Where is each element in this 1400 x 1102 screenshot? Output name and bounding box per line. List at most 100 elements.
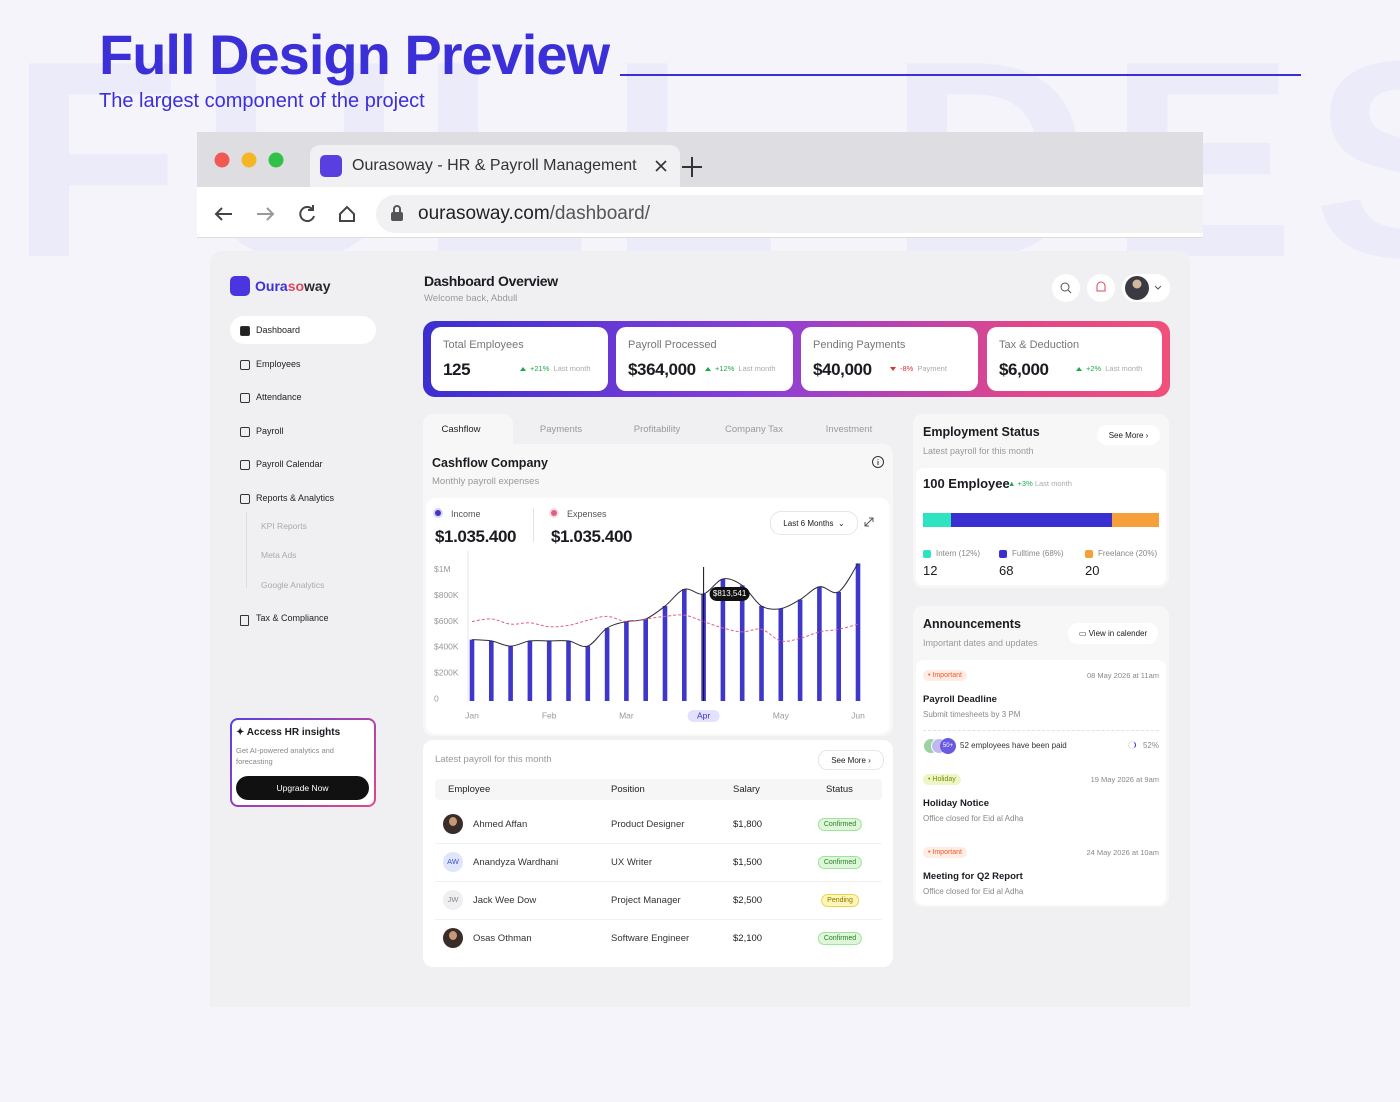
bar (489, 640, 494, 701)
status-pill: Confirmed (817, 818, 863, 831)
nav-icon (240, 615, 249, 626)
max-dot[interactable] (268, 152, 284, 168)
table-header (435, 779, 882, 800)
legend-dot (999, 550, 1007, 558)
notification-button[interactable] (1087, 274, 1115, 302)
status-pill: Confirmed (817, 932, 863, 945)
subnav-item[interactable]: Google Analytics (261, 580, 325, 590)
subnav-item[interactable]: Meta Ads (261, 550, 297, 560)
chart-card (426, 498, 890, 734)
tag: • Holiday (923, 774, 961, 785)
nav-item[interactable]: Payroll (256, 425, 284, 436)
row-divider (435, 919, 882, 920)
tag-label: Important (932, 849, 962, 856)
calendar-button[interactable]: ▭ View in calender (1068, 623, 1158, 644)
tab[interactable]: Payments (539, 424, 583, 435)
tag-label: Important (932, 672, 962, 679)
nav-icon (240, 494, 250, 504)
bar (469, 639, 475, 701)
announcement-title: Payroll Deadline (923, 694, 997, 705)
nav-item[interactable]: Payroll Calendar (256, 458, 323, 469)
lock (391, 205, 403, 221)
x-tick-label: Jan (465, 710, 479, 720)
nav-item[interactable]: Tax & Compliance (256, 613, 329, 623)
employee-name: Jack Wee Dow (473, 894, 537, 906)
tab[interactable]: Company Tax (725, 424, 783, 435)
subnav-item[interactable]: KPI Reports (261, 521, 307, 531)
search-button[interactable] (1052, 274, 1080, 302)
range-select[interactable]: Last 6 Months ⌄ (770, 511, 858, 535)
payroll-card (423, 740, 893, 967)
stat-label: Tax & Deduction (999, 339, 1080, 351)
home[interactable] (339, 205, 355, 222)
nav-icon (240, 427, 250, 437)
employment-see-more[interactable]: See More › (1097, 425, 1160, 445)
stat-card (616, 327, 793, 391)
bar (546, 640, 552, 701)
stat-value: $6,000 (999, 360, 1049, 379)
change-note: Payment (917, 364, 947, 373)
x-tick-label: Jun (851, 710, 865, 720)
salary: $2,100 (733, 932, 763, 944)
change-note: Last month (1034, 479, 1072, 488)
url-field[interactable] (376, 195, 1203, 233)
nav-item[interactable]: Reports & Analytics (256, 492, 335, 503)
employment-total: 100 Employee (923, 476, 1010, 491)
progress-ring (1128, 741, 1136, 749)
payroll-see-more[interactable]: See More › (818, 750, 884, 770)
progress-text: 52 employees have been paid (960, 741, 1067, 750)
min-dot[interactable] (241, 152, 257, 168)
reload[interactable] (299, 205, 315, 223)
change-note: Last month (553, 364, 591, 373)
employment-segment (951, 513, 1112, 527)
bar (585, 646, 591, 701)
tab[interactable]: Cashflow (441, 424, 481, 435)
stat-change: +21% Last month (520, 365, 591, 373)
tab[interactable]: Profitability (633, 424, 681, 435)
legend-total: $1.035.400 (435, 527, 517, 546)
x-tick-label: Feb (542, 710, 557, 720)
browser-icons (214, 152, 284, 168)
url-path: /dashboard/ (549, 203, 651, 224)
employment-count: 68 (999, 563, 1014, 578)
trend-arrow (520, 366, 526, 371)
nav-icon (240, 460, 250, 470)
stat-value: 125 (443, 360, 471, 379)
upgrade-button[interactable]: Upgrade Now (236, 776, 369, 800)
nav-item[interactable]: Attendance (256, 391, 302, 402)
nav-icon (240, 393, 250, 403)
status-pill: Pending (821, 894, 859, 907)
date: 24 May 2026 at 10am (1086, 848, 1159, 857)
y-tick-label: 0 (434, 693, 439, 703)
legend-total: $1.035.400 (551, 527, 633, 546)
nav-icon (240, 326, 250, 336)
y-tick-label: $800K (434, 590, 459, 600)
legend-dot (435, 510, 441, 516)
nav-item[interactable]: Dashboard (256, 324, 301, 335)
employment-change: ▲ +3% Last month (1008, 479, 1072, 488)
nav-item[interactable]: Employees (256, 358, 301, 369)
cashflow-subtitle: Monthly payroll expenses (432, 476, 540, 487)
position: Project Manager (611, 894, 681, 906)
tab-icon (320, 155, 342, 177)
new-tab[interactable] (682, 157, 702, 177)
expand-icon[interactable] (862, 515, 876, 529)
tab-close[interactable] (655, 160, 667, 172)
employee-name: Ahmed Affan (473, 818, 528, 830)
back[interactable] (214, 207, 232, 221)
bar (566, 640, 571, 701)
cashflow-chart: 0 $200K $400K $600K $800K $1M Jan Feb Mar Apr May J… (434, 551, 865, 722)
employment-segment (1111, 513, 1159, 527)
forward[interactable] (257, 207, 275, 221)
stat-label: Payroll Processed (628, 339, 717, 351)
tab[interactable]: Investment (825, 424, 873, 435)
tag: • Important (923, 847, 967, 858)
announcement-text: Office closed for Eid al Adha (923, 887, 1024, 896)
close-dot[interactable] (214, 152, 230, 168)
column-header: Position (611, 784, 645, 795)
info-icon[interactable] (871, 455, 885, 469)
bar (527, 640, 533, 701)
trend-arrow (890, 366, 896, 371)
browser-tab[interactable] (310, 145, 680, 187)
